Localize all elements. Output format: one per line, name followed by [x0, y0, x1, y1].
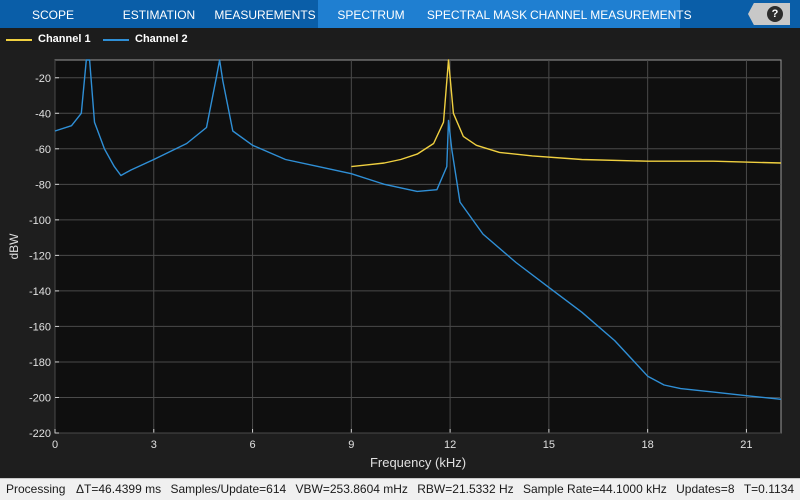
y-tick-label: -140: [29, 286, 51, 298]
y-tick-label: -180: [29, 357, 51, 369]
y-tick-label: -120: [29, 250, 51, 262]
x-tick-label: 15: [543, 439, 555, 451]
status-state: Processing: [6, 482, 66, 496]
tab-scope[interactable]: SCOPE: [31, 8, 74, 22]
status-rbw: RBW=21.5332 Hz: [417, 482, 514, 496]
y-tick-label: -200: [29, 392, 51, 404]
legend-label-channel-2[interactable]: Channel 2: [135, 33, 188, 45]
tab-measurements[interactable]: MEASUREMENTS: [214, 8, 316, 22]
legend-swatch-channel-1: [6, 39, 32, 41]
status-sample-rate: Sample Rate=44.1000 kHz: [523, 482, 667, 496]
x-tick-label: 21: [740, 439, 752, 451]
status-delta-t: ΔT=46.4399 ms: [76, 482, 162, 496]
x-tick-label: 6: [249, 439, 255, 451]
legend: Channel 1 Channel 2: [0, 28, 800, 50]
tab-spectral-mask[interactable]: SPECTRAL MASK: [424, 0, 530, 28]
y-tick-label: -160: [29, 321, 51, 333]
series-line-channel-1: [351, 59, 782, 168]
y-tick-label: -60: [35, 144, 51, 156]
help-icon: ?: [767, 6, 783, 22]
x-tick-label: 0: [52, 439, 58, 451]
x-tick-label: 9: [348, 439, 354, 451]
help-button[interactable]: ?: [748, 3, 790, 25]
spectrum-chart: 0 3 6 9 12 15 18 21 -20 -40 -60 -80 -100 -120 -140 -160…: [7, 59, 782, 470]
legend-swatch-channel-2: [103, 39, 129, 41]
y-tick-label: -80: [35, 179, 51, 191]
status-samples: Samples/Update=614: [170, 482, 287, 496]
tab-spectrum[interactable]: SPECTRUM: [318, 0, 424, 28]
tab-estimation[interactable]: ESTIMATION: [122, 8, 196, 22]
status-time: T=0.1134: [743, 482, 794, 496]
x-tick-label: 18: [642, 439, 654, 451]
x-tick-label: 3: [151, 439, 157, 451]
toolstrip: SCOPE ESTIMATION MEASUREMENTS SPECTRUM S…: [0, 0, 800, 28]
y-tick-label: -40: [35, 108, 51, 120]
status-bar: Processing ΔT=46.4399 ms Samples/Update=…: [0, 478, 800, 500]
tab-channel-measurements[interactable]: CHANNEL MEASUREMENTS: [530, 0, 692, 28]
series-line-channel-2: [54, 59, 782, 400]
y-tick-label: -20: [35, 73, 51, 85]
y-axis-label: dBW: [7, 233, 21, 260]
y-tick-label: -220: [29, 428, 51, 440]
status-readouts: ΔT=46.4399 ms Samples/Update=614 VBW=253…: [70, 479, 794, 500]
x-axis-label: Frequency (kHz): [370, 455, 466, 470]
legend-label-channel-1[interactable]: Channel 1: [38, 33, 91, 45]
y-tick-label: -100: [29, 215, 51, 227]
status-updates: Updates=8: [676, 482, 735, 496]
x-tick-label: 12: [444, 439, 456, 451]
status-vbw: VBW=253.8604 mHz: [295, 482, 408, 496]
plot-area: [54, 59, 782, 434]
